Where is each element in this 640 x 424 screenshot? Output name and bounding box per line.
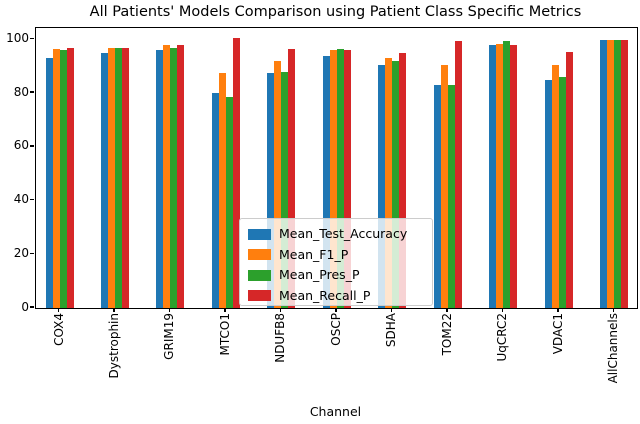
legend-item: Mean_Pres_P	[248, 265, 432, 286]
x-axis-tick-label: COX4	[51, 313, 66, 346]
bar-mean_f1_p-sdha	[385, 58, 393, 308]
x-axis-tick-mark	[168, 308, 171, 312]
bar-mean_pres_p-vdac1	[558, 77, 566, 308]
bar-mean_test_accuracy-sdha	[378, 65, 386, 308]
y-axis-tick-label: 100	[6, 31, 29, 46]
x-axis-tick-label: GRIM19	[162, 313, 177, 360]
y-axis-tick-mark	[30, 37, 34, 40]
y-axis-tick-mark	[30, 306, 34, 308]
x-axis-tick-label: VDAC1	[550, 313, 565, 355]
bar-mean_pres_p-tom22	[447, 85, 455, 308]
y-axis-tick-label: 0	[21, 299, 29, 314]
bar-mean_pres_p-allchannels	[614, 39, 622, 308]
bar-mean_test_accuracy-uqcrc2	[489, 44, 497, 308]
x-axis-label: Channel	[309, 404, 362, 419]
bar-mean_recall_p-uqcrc2	[510, 44, 518, 308]
y-axis-tick-mark	[30, 91, 34, 93]
x-axis-tick-label: MTCO1	[217, 313, 232, 356]
bar-mean_test_accuracy-vdac1	[544, 79, 552, 308]
y-axis-tick-label: 20	[13, 245, 29, 260]
bar-mean_pres_p-dystrophin	[114, 47, 122, 308]
legend-item: Mean_F1_P	[248, 245, 432, 266]
x-axis-tick-label: NDUFB8	[273, 313, 288, 363]
bar-mean_recall_p-mtco1	[232, 38, 240, 308]
bar-mean_test_accuracy-oscp	[322, 55, 330, 308]
bar-mean_test_accuracy-allchannels	[600, 39, 608, 308]
bar-mean_f1_p-dystrophin	[107, 47, 115, 308]
y-axis-tick-label: 80	[13, 84, 29, 99]
y-axis-tick-mark	[30, 252, 34, 255]
x-axis-tick-mark	[224, 308, 226, 312]
x-axis-tick-mark	[113, 308, 115, 312]
bar-mean_f1_p-oscp	[329, 50, 337, 308]
bar-mean_recall_p-allchannels	[621, 39, 629, 308]
y-axis-tick-mark	[30, 145, 34, 147]
bar-mean_f1_p-vdac1	[551, 65, 559, 308]
plot-area	[35, 27, 638, 309]
bar-mean_pres_p-grim19	[170, 47, 178, 308]
bar-mean_test_accuracy-cox4	[45, 58, 53, 308]
legend-label: Mean_F1_P	[279, 246, 349, 262]
bar-mean_recall_p-oscp	[343, 50, 351, 308]
bar-mean_test_accuracy-mtco1	[211, 93, 219, 308]
bar-mean_pres_p-uqcrc2	[503, 40, 511, 308]
legend-swatch-icon	[248, 290, 271, 302]
bar-mean_recall_p-grim19	[177, 44, 185, 308]
bar-mean_pres_p-ndufb8	[281, 71, 289, 308]
legend-swatch-icon	[248, 228, 271, 240]
bar-mean_recall_p-dystrophin	[121, 47, 129, 308]
bar-mean_pres_p-sdha	[392, 61, 400, 308]
y-axis-tick-label: 60	[13, 138, 29, 153]
bar-mean_pres_p-cox4	[59, 50, 67, 308]
legend-item: Mean_Test_Accuracy	[248, 224, 432, 245]
y-axis-tick-label: 40	[13, 192, 29, 207]
bar-mean_f1_p-mtco1	[218, 73, 226, 308]
x-axis-tick-mark	[279, 308, 282, 312]
bar-mean_f1_p-tom22	[440, 65, 448, 308]
chart-title: All Patients' Models Comparison using Pa…	[89, 4, 582, 20]
legend-swatch-icon	[248, 249, 271, 261]
legend: Mean_Test_Accuracy Mean_F1_P Mean_Pres_P Me…	[239, 218, 433, 306]
bar-mean_recall_p-ndufb8	[288, 48, 296, 308]
x-axis-tick-mark	[335, 308, 337, 312]
x-axis-tick-mark	[446, 308, 448, 312]
bar-mean_pres_p-oscp	[336, 48, 344, 308]
x-axis-tick-mark	[390, 308, 393, 312]
bar-mean_recall_p-sdha	[399, 52, 407, 308]
x-axis-tick-label: SDHA	[384, 313, 399, 348]
bar-mean_test_accuracy-tom22	[433, 85, 441, 308]
bar-mean_f1_p-uqcrc2	[496, 43, 504, 308]
bar-mean_test_accuracy-grim19	[156, 50, 164, 308]
bar-mean_pres_p-mtco1	[225, 97, 233, 308]
x-axis-tick-mark	[557, 308, 559, 312]
x-axis-tick-label: AllChannels	[606, 313, 621, 384]
legend-swatch-icon	[248, 269, 271, 281]
legend-label: Mean_Recall_P	[279, 287, 371, 303]
legend-label: Mean_Pres_P	[279, 267, 360, 283]
legend-label: Mean_Test_Accuracy	[279, 226, 408, 242]
x-axis-tick-label: UqCRC2	[495, 313, 510, 362]
x-axis-tick-label: Dystrophin	[106, 313, 121, 379]
bar-mean_f1_p-allchannels	[607, 39, 615, 308]
x-axis-tick-mark	[501, 308, 504, 312]
bar-mean_f1_p-cox4	[52, 48, 60, 308]
bar-mean_recall_p-tom22	[454, 40, 462, 308]
y-axis-tick-mark	[30, 198, 34, 201]
bar-mean_test_accuracy-dystrophin	[100, 52, 108, 308]
bar-mean_recall_p-cox4	[66, 47, 74, 308]
x-axis-tick-mark	[57, 308, 60, 312]
x-axis-tick-label: TOM22	[439, 313, 454, 356]
legend-item: Mean_Recall_P	[248, 286, 432, 307]
bar-mean_test_accuracy-ndufb8	[267, 73, 275, 308]
bar-mean_f1_p-grim19	[163, 44, 171, 308]
x-axis-tick-label: OSCP	[328, 313, 343, 346]
bar-mean_recall_p-vdac1	[565, 51, 573, 308]
x-axis-tick-mark	[612, 308, 615, 312]
bar-mean_f1_p-ndufb8	[274, 61, 282, 308]
